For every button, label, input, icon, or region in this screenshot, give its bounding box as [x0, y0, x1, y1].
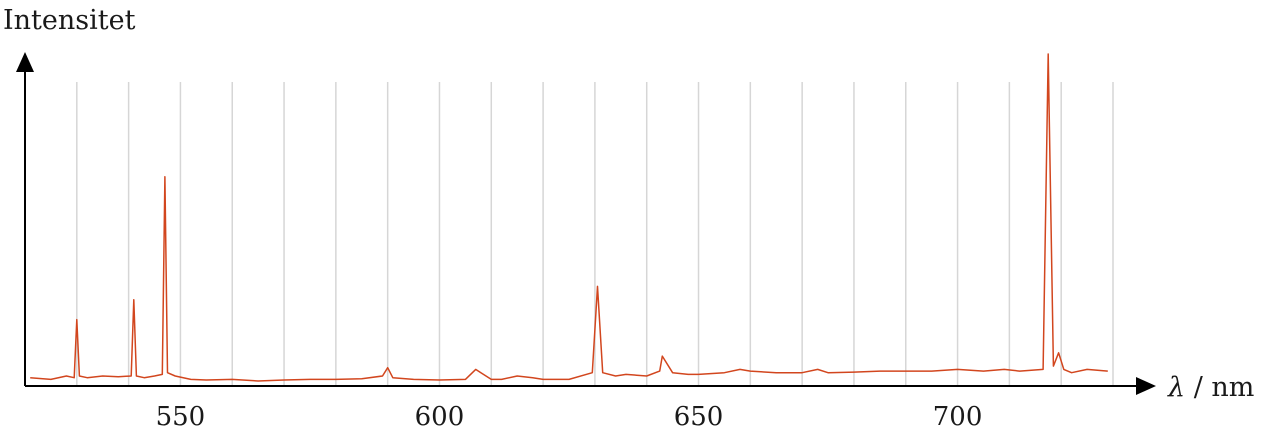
intensity-series-line	[30, 53, 1108, 382]
axes	[16, 52, 1156, 395]
x-tick-label-650: 650	[674, 402, 724, 432]
y-axis-title: Intensitet	[3, 5, 136, 36]
x-axis-symbol: λ	[1167, 372, 1185, 403]
x-axis-title: λ / nm	[1167, 372, 1254, 403]
x-axis-unit: / nm	[1185, 372, 1254, 403]
y-axis-arrowhead	[16, 52, 34, 72]
x-tick-label-600: 600	[415, 402, 465, 432]
x-tick-labels: 550 600 650 700	[156, 402, 983, 432]
gridlines	[76, 82, 1114, 386]
x-axis-arrowhead	[1136, 377, 1156, 395]
x-tick-label-550: 550	[156, 402, 206, 432]
x-tick-label-700: 700	[933, 402, 983, 432]
